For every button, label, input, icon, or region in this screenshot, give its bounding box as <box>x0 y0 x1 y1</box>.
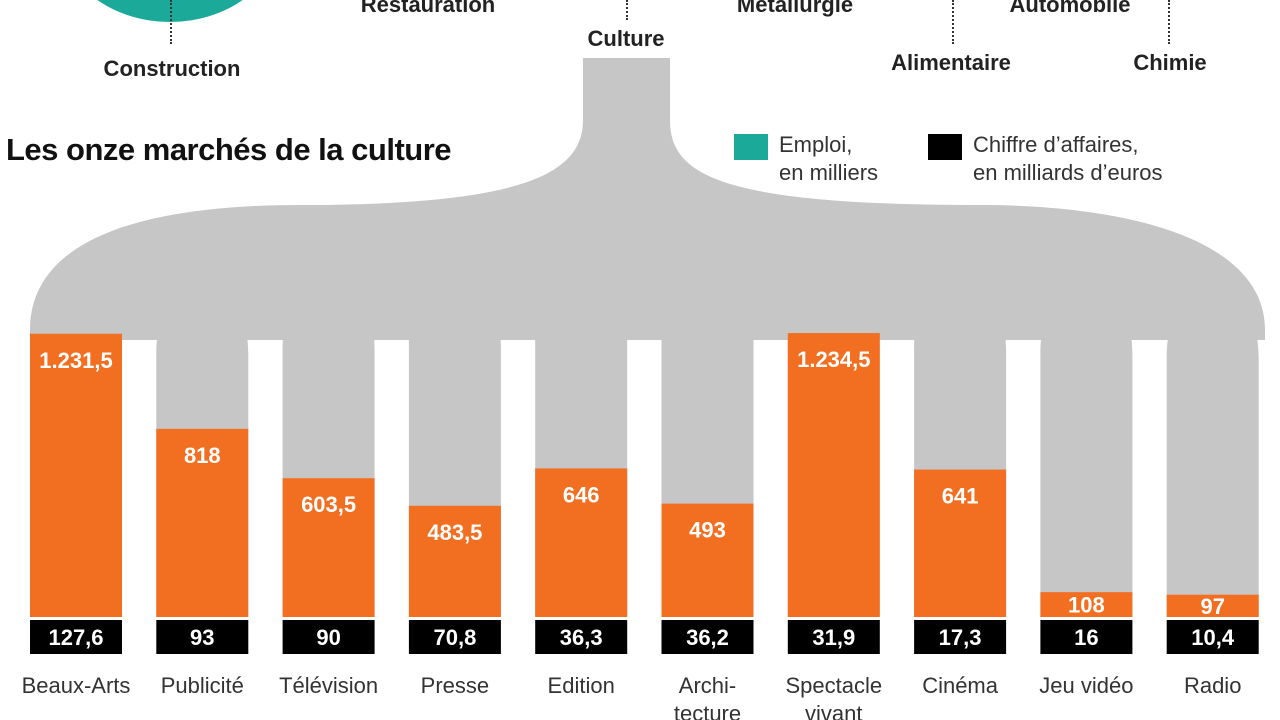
employment-label-8: 108 <box>1068 593 1105 618</box>
revenue-label-6: 31,9 <box>812 625 855 650</box>
category-label-6-1: vivant <box>805 701 862 720</box>
legend-employment-line2: en milliers <box>779 160 879 185</box>
category-label-2-0: Télévision <box>279 673 378 698</box>
category-label-3-0: Presse <box>421 673 489 698</box>
category-label-0-0: Beaux-Arts <box>22 673 131 698</box>
legend-swatch-employment <box>734 134 768 160</box>
revenue-label-9: 10,4 <box>1191 625 1235 650</box>
label-culture: Culture <box>587 26 665 51</box>
revenue-bar-4 <box>535 620 628 654</box>
employment-label-2: 603,5 <box>301 492 356 517</box>
revenue-bar-2 <box>282 620 375 654</box>
employment-label-3: 483,5 <box>427 520 482 545</box>
employment-label-1: 818 <box>184 443 221 468</box>
label-construction: Construction <box>103 56 241 81</box>
category-label-5-1: tecture <box>674 701 741 720</box>
revenue-label-5: 36,2 <box>686 625 729 650</box>
revenue-bar-1 <box>156 620 249 654</box>
label-layer: 1.231,5 127,6 Beaux-Arts 818 93 Publicité 603,… <box>22 347 1242 720</box>
employment-label-5: 493 <box>689 518 726 543</box>
employment-bar-3 <box>408 505 501 617</box>
legend-employment-line1: Emploi, <box>779 132 853 157</box>
employment-label-6: 1.234,5 <box>797 347 870 372</box>
revenue-label-2: 90 <box>316 625 340 650</box>
employment-label-9: 97 <box>1200 594 1224 619</box>
flow-branch-9 <box>1166 258 1259 617</box>
label-chimie: Chimie <box>1133 50 1207 75</box>
revenue-label-4: 36,3 <box>560 625 603 650</box>
employment-bar-0 <box>30 333 122 617</box>
employment-bar-6 <box>787 333 880 617</box>
flow-branch-8 <box>1040 254 1133 617</box>
legend-swatch-revenue <box>928 134 962 160</box>
revenue-bar-5 <box>661 620 754 654</box>
employment-bar-9 <box>1166 594 1259 617</box>
revenue-label-0: 127,6 <box>48 625 103 650</box>
revenue-bar-9 <box>1166 620 1259 654</box>
label-restauration: Restauration <box>360 0 496 17</box>
label-alimentaire: Alimentaire <box>891 50 1011 75</box>
category-label-7-0: Cinéma <box>922 673 999 698</box>
employment-bar-1 <box>156 428 249 617</box>
employment-label-4: 646 <box>563 482 600 507</box>
employment-bar-8 <box>1040 592 1133 617</box>
legend-revenue-line2: en milliards d’euros <box>973 160 1163 185</box>
revenue-bar-8 <box>1040 620 1133 654</box>
revenue-label-3: 70,8 <box>433 625 476 650</box>
legend-revenue-line1: Chiffre d’affaires, <box>973 132 1139 157</box>
employment-bar-5 <box>661 503 754 617</box>
employment-bar-7 <box>914 469 1007 617</box>
dotted-line-chimie <box>1168 0 1170 44</box>
employment-label-7: 641 <box>942 484 979 509</box>
dotted-line-alimentaire <box>952 0 954 44</box>
category-label-4-0: Edition <box>548 673 615 698</box>
bar-layer <box>30 333 1259 654</box>
chart-title: Les onze marchés de la culture <box>6 132 452 167</box>
revenue-label-1: 93 <box>190 625 214 650</box>
dotted-line-construction <box>170 0 172 44</box>
category-label-8-0: Jeu vidéo <box>1039 673 1133 698</box>
label-metallurgie: Métallurgie <box>736 0 854 17</box>
revenue-label-8: 16 <box>1074 625 1098 650</box>
category-label-1-0: Publicité <box>161 673 244 698</box>
employment-bar-2 <box>282 478 375 617</box>
legend-text-revenue: Chiffre d’affaires, en milliards d’euros <box>973 131 1163 187</box>
revenue-bar-6 <box>787 620 880 654</box>
revenue-bar-7 <box>914 620 1007 654</box>
dotted-line-culture <box>626 0 628 20</box>
revenue-label-7: 17,3 <box>939 625 982 650</box>
category-label-9-0: Radio <box>1184 673 1241 698</box>
legend-text-employment: Emploi, en milliers <box>779 131 878 187</box>
employment-label-0: 1.231,5 <box>39 348 112 373</box>
category-label-5-0: Archi- <box>679 673 736 698</box>
label-automobile: Automobile <box>1009 0 1131 17</box>
revenue-bar-3 <box>408 620 501 654</box>
category-label-6-0: Spectacle <box>785 673 882 698</box>
revenue-bar-0 <box>30 620 122 654</box>
employment-bar-4 <box>535 468 628 617</box>
